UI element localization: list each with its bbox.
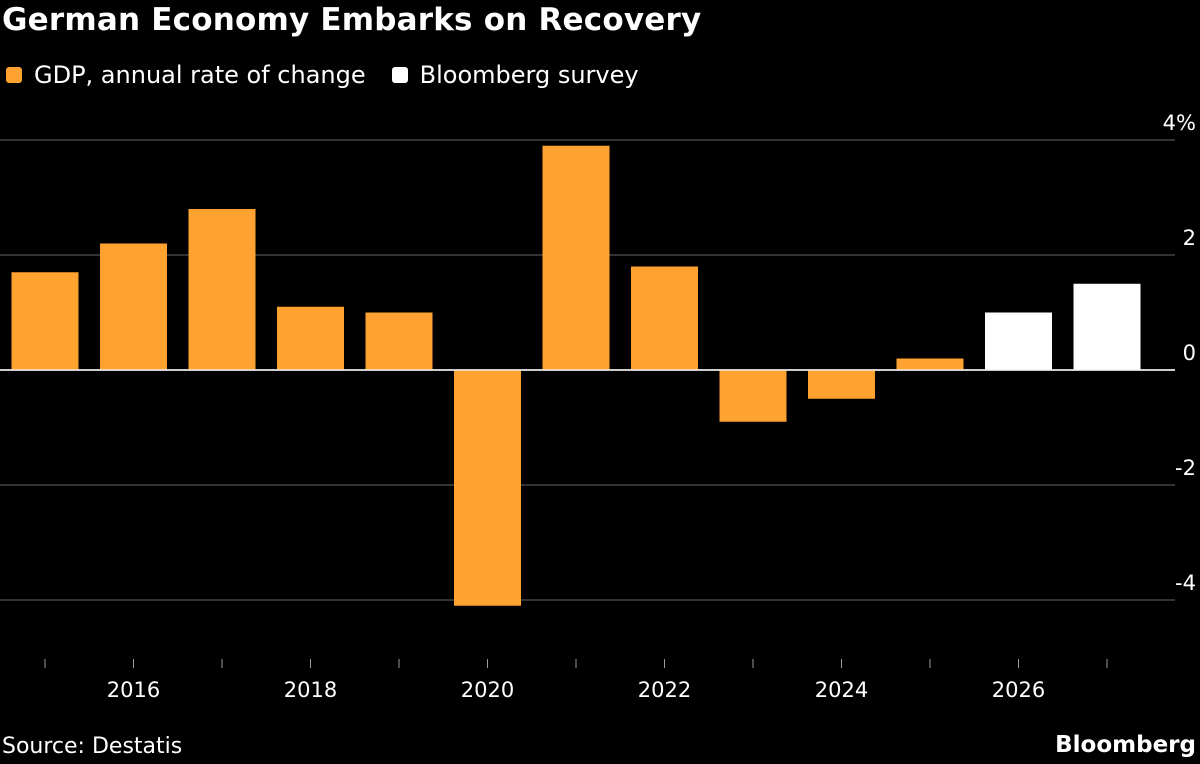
bar-2022-gdp <box>631 266 698 370</box>
legend-item-gdp: GDP, annual rate of change <box>6 61 366 89</box>
source-note: Source: Destatis <box>2 734 183 759</box>
legend-swatch-gdp <box>6 67 22 83</box>
x-tick-label: 2016 <box>107 678 160 702</box>
legend-label-survey: Bloomberg survey <box>419 61 639 89</box>
bar-2017-gdp <box>188 209 256 370</box>
bar-2027-survey <box>1073 283 1141 370</box>
bar-2019-gdp <box>365 312 433 370</box>
bar-2020-gdp <box>454 370 521 606</box>
y-tick-label: -4 <box>1175 571 1196 595</box>
x-tick-label: 2022 <box>638 678 691 702</box>
bar-2015-gdp <box>11 272 79 370</box>
x-tick-label: 2026 <box>992 678 1045 702</box>
legend-swatch-survey <box>391 67 408 83</box>
y-tick-label: 0 <box>1183 341 1196 365</box>
bar-2021-gdp <box>542 145 610 370</box>
legend-label-gdp: GDP, annual rate of change <box>34 61 366 89</box>
bar-2024-gdp <box>808 370 875 399</box>
y-tick-label: 2 <box>1183 226 1196 250</box>
bar-2026-survey <box>985 312 1052 370</box>
bar-2025-gdp <box>896 358 964 370</box>
x-tick-label: 2024 <box>815 678 868 702</box>
y-tick-label: -2 <box>1175 456 1196 480</box>
bar-2018-gdp <box>277 306 344 370</box>
chart-title: German Economy Embarks on Recovery <box>2 2 702 38</box>
bar-2023-gdp <box>719 370 787 422</box>
y-tick-label: 4% <box>1163 111 1196 135</box>
x-tick-label: 2020 <box>461 678 514 702</box>
legend: GDP, annual rate of change Bloomberg sur… <box>6 61 665 89</box>
bloomberg-logo: Bloomberg <box>1055 732 1196 758</box>
x-tick-label: 2018 <box>284 678 337 702</box>
legend-item-survey: Bloomberg survey <box>391 61 639 89</box>
bar-2016-gdp <box>100 243 167 370</box>
